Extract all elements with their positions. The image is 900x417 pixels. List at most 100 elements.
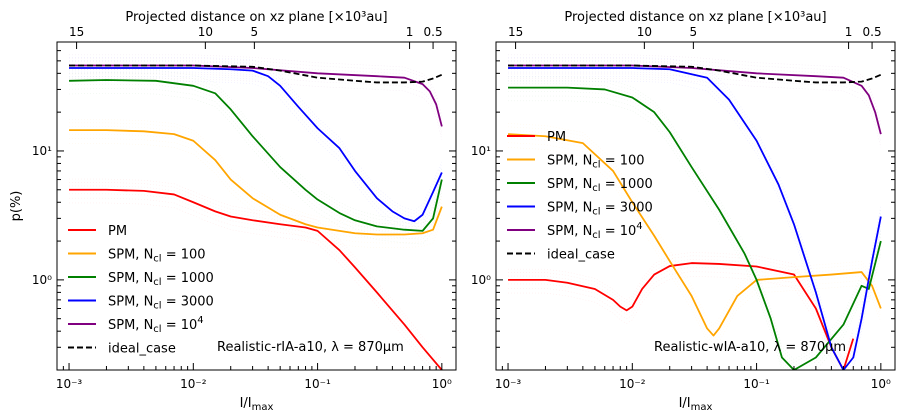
faint-trace bbox=[69, 73, 443, 135]
legend-entry-label: SPM, Ncl = 3000 bbox=[547, 201, 653, 218]
y-axis-label: p(%) bbox=[9, 191, 24, 222]
panel-annotation: Realistic-wIA-a10, λ = 870μm bbox=[654, 340, 846, 355]
legend-entry-label: SPM, Ncl = 1000 bbox=[547, 177, 653, 194]
legend-label-suffix: = 3000 bbox=[601, 201, 653, 216]
legend-entry-label: SPM, Ncl = 3000 bbox=[108, 295, 214, 312]
faint-trace bbox=[69, 65, 443, 127]
faint-trace bbox=[508, 76, 882, 360]
legend-label-suffix: = 100 bbox=[601, 154, 645, 169]
top-axis-title: Projected distance on xz plane [×10³au] bbox=[564, 10, 826, 25]
legend-label-suffix: = 10 bbox=[162, 318, 198, 333]
faint-trace bbox=[508, 57, 882, 127]
faint-trace bbox=[69, 133, 443, 239]
top-tick-label: 0.5 bbox=[863, 25, 882, 39]
x-axis-label-sub: max bbox=[252, 402, 274, 413]
x-axis-label-main: I/I bbox=[679, 396, 691, 411]
y-tick-label: 10¹ bbox=[471, 144, 491, 158]
faint-trace bbox=[69, 69, 443, 221]
top-tick-label: 0.5 bbox=[424, 25, 443, 39]
legend-label-main: SPM, N bbox=[108, 248, 153, 263]
faint-trace bbox=[69, 88, 443, 240]
legend-entry-label: SPM, Ncl = 104 bbox=[108, 315, 204, 335]
x-axis-label: I/Imax bbox=[240, 396, 274, 413]
series-line-4 bbox=[508, 64, 882, 135]
legend-label-suffix: = 100 bbox=[162, 248, 206, 263]
top-tick-label: 5 bbox=[251, 25, 259, 39]
x-tick-label: 10⁻¹ bbox=[743, 377, 770, 391]
series-line-3 bbox=[69, 67, 443, 223]
x-tick-label: 10⁻¹ bbox=[304, 377, 331, 391]
faint-trace bbox=[508, 79, 882, 364]
legend-label-main: SPM, N bbox=[547, 154, 592, 169]
faint-trace bbox=[69, 63, 443, 218]
legend-label-sub: cl bbox=[153, 301, 161, 312]
y-tick-label: 10⁰ bbox=[471, 273, 491, 287]
legend-label-suffix: = 10 bbox=[601, 224, 637, 239]
legend-label-sub: cl bbox=[592, 207, 600, 218]
series-line-2 bbox=[508, 86, 882, 370]
right-panel: 10⁻³ 10⁻² 10⁻¹ 10⁰ 10⁰ 10¹ 15 10 5 1 0.5 Projected … bbox=[471, 10, 896, 413]
faint-trace bbox=[69, 138, 443, 244]
faint-trace bbox=[508, 258, 854, 367]
faint-trace bbox=[508, 78, 882, 148]
faint-trace bbox=[508, 73, 882, 143]
legend-label-main: PM bbox=[108, 224, 127, 239]
faint-trace-layer bbox=[69, 54, 443, 370]
faint-trace bbox=[508, 95, 882, 370]
top-tick-label: 15 bbox=[508, 25, 523, 39]
faint-trace bbox=[69, 78, 443, 140]
faint-trace bbox=[69, 185, 443, 367]
x-axis-label-main: I/I bbox=[240, 396, 252, 411]
legend-label-suffix: = 1000 bbox=[601, 177, 653, 192]
top-tick-label: 15 bbox=[69, 25, 84, 39]
faint-trace bbox=[69, 197, 436, 370]
legend-entry-label: ideal_case bbox=[547, 248, 615, 263]
faint-trace bbox=[508, 83, 882, 367]
faint-trace bbox=[508, 275, 854, 370]
faint-trace bbox=[69, 80, 443, 235]
faint-trace bbox=[508, 266, 854, 370]
faint-trace bbox=[69, 122, 443, 228]
faint-trace bbox=[69, 119, 443, 225]
faint-trace bbox=[69, 79, 443, 232]
faint-trace bbox=[69, 126, 443, 231]
faint-trace bbox=[508, 255, 854, 364]
legend-entry-label: ideal_case bbox=[108, 342, 176, 357]
faint-trace bbox=[69, 69, 443, 131]
series-line-0 bbox=[69, 188, 443, 370]
x-tick-label: 10⁻³ bbox=[56, 377, 83, 391]
faint-trace bbox=[69, 83, 443, 236]
faint-trace bbox=[69, 178, 443, 360]
panel-annotation: Realistic-rIA-a10, λ = 870μm bbox=[217, 340, 404, 355]
faint-trace bbox=[69, 193, 439, 370]
legend-label-main: SPM, N bbox=[108, 271, 153, 286]
faint-trace bbox=[69, 75, 443, 228]
top-tick-label: 10 bbox=[198, 25, 213, 39]
faint-trace bbox=[69, 71, 443, 226]
legend-label-sub: cl bbox=[153, 254, 161, 265]
legend-entry-label: SPM, Ncl = 100 bbox=[547, 154, 645, 171]
x-tick-label: 10⁰ bbox=[871, 377, 891, 391]
legend-label-main: ideal_case bbox=[547, 248, 615, 263]
series-line-1 bbox=[507, 133, 882, 337]
legend-entry-label: PM bbox=[547, 130, 566, 145]
faint-trace bbox=[69, 202, 432, 370]
legend-label-main: SPM, N bbox=[547, 224, 592, 239]
series-line-2 bbox=[69, 79, 443, 232]
faint-trace bbox=[508, 252, 854, 361]
x-axis-label: I/Imax bbox=[679, 396, 713, 413]
faint-trace bbox=[69, 143, 443, 248]
legend-entry-label: PM bbox=[108, 224, 127, 239]
faint-trace bbox=[508, 91, 882, 370]
y-tick-label: 10⁰ bbox=[32, 273, 52, 287]
top-tick-label: 1 bbox=[845, 25, 853, 39]
series-line-5 bbox=[69, 64, 443, 84]
legend-label-sub: cl bbox=[592, 160, 600, 171]
top-axis-title: Projected distance on xz plane [×10³au] bbox=[125, 10, 387, 25]
x-tick-label: 10⁻² bbox=[619, 377, 646, 391]
legend-label-suffix: = 1000 bbox=[162, 271, 214, 286]
legend-label-sub: cl bbox=[592, 183, 600, 194]
top-tick-label: 10 bbox=[637, 25, 652, 39]
